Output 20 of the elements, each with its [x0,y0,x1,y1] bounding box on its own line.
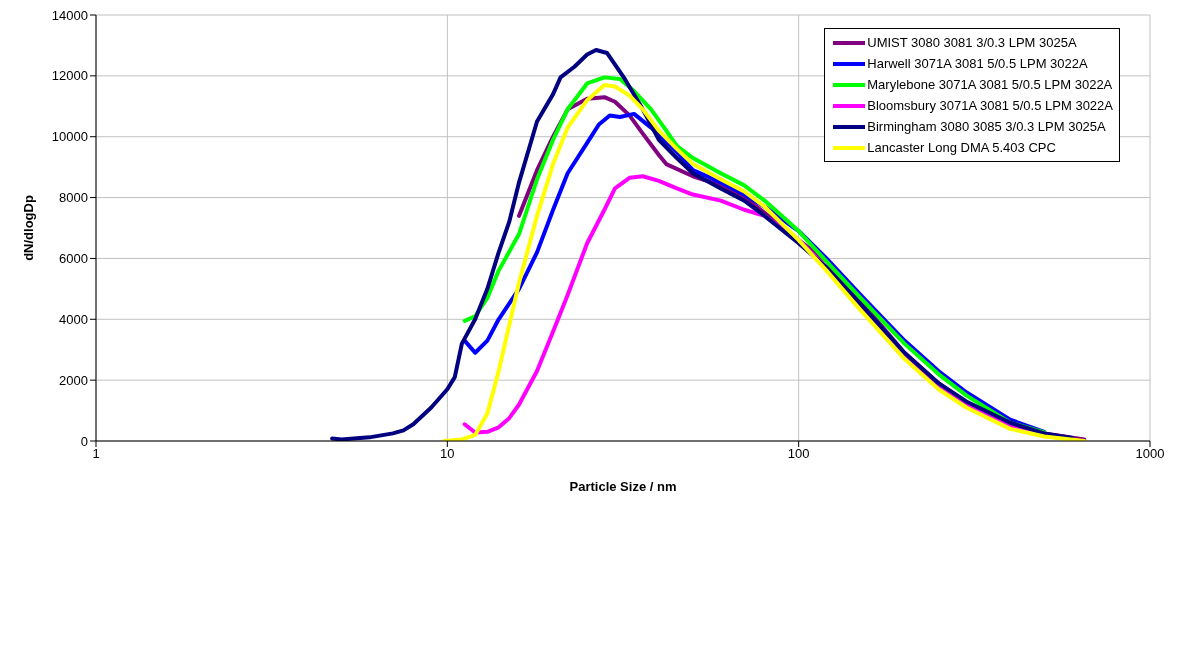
y-tick-label: 12000 [51,68,88,84]
x-tick-label: 1000 [1135,446,1165,462]
x-tick-label: 10 [440,446,455,462]
y-tick-label: 4000 [59,311,88,327]
x-tick-label: 100 [787,446,810,462]
x-tick-label: 1 [92,446,100,462]
y-tick-label: 14000 [51,7,88,23]
x-axis-title: Particle Size / nm [569,479,677,494]
y-tick-label: 8000 [59,190,88,206]
y-tick-label: 2000 [59,372,88,388]
legend-label: UMIST 3080 3081 3/0.3 LPM 3025A [867,35,1077,50]
y-tick-label: 0 [80,433,88,449]
y-axis-title: dN/dlogDp [20,195,36,261]
y-tick-label: 6000 [59,251,88,267]
legend-label: Harwell 3071A 3081 5/0.5 LPM 3022A [867,56,1088,71]
legend-label: Marylebone 3071A 3081 5/0.5 LPM 3022A [867,77,1113,92]
legend-label: Birmingham 3080 3085 3/0.3 LPM 3025A [867,119,1106,134]
legend-label: Bloomsbury 3071A 3081 5/0.5 LPM 3022A [867,98,1113,113]
y-tick-label: 10000 [51,129,88,145]
legend-label: Lancaster Long DMA 5.403 CPC [867,140,1056,155]
